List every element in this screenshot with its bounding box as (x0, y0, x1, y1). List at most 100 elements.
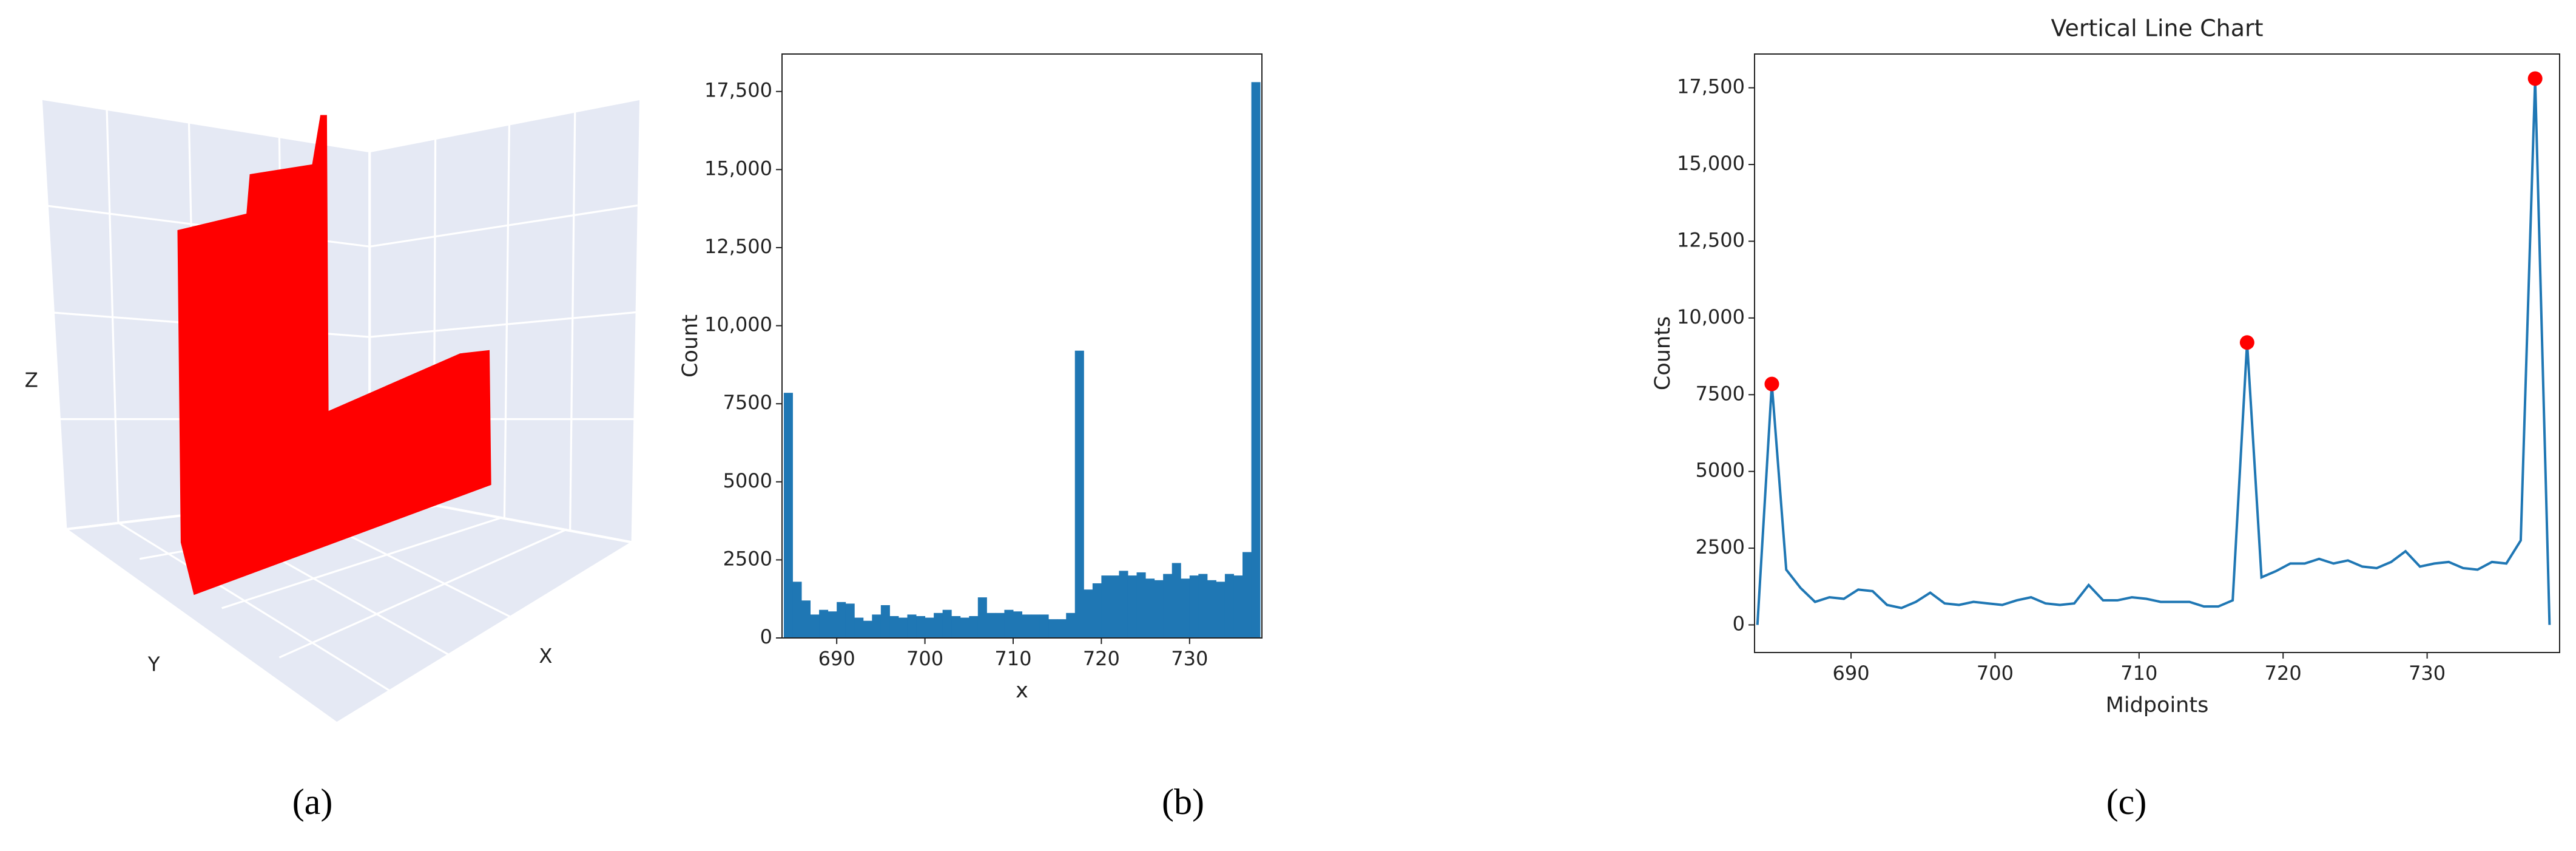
plot-frame (781, 53, 1263, 639)
bar (845, 603, 855, 638)
bar (792, 581, 802, 638)
x-tick-label: 710 (2120, 662, 2157, 685)
bar (907, 614, 917, 638)
bar (837, 602, 846, 638)
bar (1074, 350, 1084, 638)
bar (1119, 571, 1128, 638)
bar (1057, 619, 1067, 638)
bar (942, 609, 952, 638)
bar (916, 615, 926, 638)
y-tick-label: 12,500 (704, 235, 772, 258)
caption: (c) (2106, 782, 2147, 822)
bar (872, 614, 882, 638)
bar (810, 614, 820, 638)
bar (783, 393, 793, 638)
bar (898, 617, 908, 638)
x-tick-label: 690 (818, 647, 855, 670)
bar (1048, 619, 1058, 638)
bar (1066, 612, 1076, 638)
x-tick-label: 720 (2265, 662, 2302, 685)
x-axis-label: x (1016, 679, 1028, 703)
bar (1127, 575, 1138, 638)
bar (1031, 614, 1040, 638)
y-tick-label: 0 (1733, 612, 1745, 635)
y-tick-label: 15,000 (1677, 152, 1745, 175)
x-tick-label: 700 (906, 647, 943, 670)
bar (1216, 581, 1226, 638)
y-tick-label: 10,000 (1677, 305, 1745, 328)
bar (1039, 614, 1049, 638)
bar (801, 600, 811, 638)
bar (934, 612, 943, 638)
y-tick-label: 7500 (723, 391, 772, 414)
bar (995, 612, 1005, 638)
bar (889, 615, 899, 638)
bar (1101, 575, 1111, 638)
y-axis-label: Counts (1651, 316, 1675, 390)
panel-3d: Z Y X (25, 97, 642, 725)
peak-marker (2239, 335, 2254, 350)
bar (1181, 578, 1190, 638)
peak-marker (2527, 71, 2543, 86)
y-tick-label: 17,500 (704, 79, 772, 102)
peak-marker (1764, 376, 1779, 392)
bar (925, 617, 934, 638)
line (1756, 78, 2551, 625)
y-tick-label: 10,000 (704, 313, 772, 336)
bar (1110, 575, 1119, 638)
bar (960, 617, 969, 638)
y-tick-label: 7500 (1696, 382, 1745, 405)
bar (819, 609, 829, 638)
bar (1154, 580, 1164, 638)
point-cloud (177, 115, 491, 595)
chart-title: Vertical Line Chart (2051, 15, 2263, 42)
y-tick-label: 2500 (1696, 535, 1745, 558)
bar (986, 612, 996, 638)
x-tick-label: 720 (1083, 647, 1120, 670)
x-axis-label: Midpoints (2106, 693, 2209, 717)
bar (1198, 574, 1208, 638)
bar (1013, 611, 1022, 638)
bar (1084, 589, 1093, 638)
bar (1022, 614, 1031, 638)
bar (969, 615, 979, 638)
y-tick-label: 15,000 (704, 157, 772, 180)
z-axis-label: Z (25, 368, 38, 392)
caption: (a) (292, 782, 333, 822)
x-tick-label: 730 (1171, 647, 1208, 670)
bar (828, 611, 837, 638)
bar (977, 597, 987, 638)
x-tick-label: 690 (1833, 662, 1870, 685)
bar (1163, 574, 1173, 638)
plot-frame (1754, 53, 2560, 653)
y-axis-label: Count (678, 314, 703, 378)
x-tick-label: 700 (1977, 662, 2014, 685)
bar (1242, 552, 1252, 638)
bar (1189, 575, 1199, 638)
bar (1092, 583, 1102, 638)
caption: (b) (1162, 782, 1204, 822)
y-tick-label: 17,500 (1677, 75, 1745, 98)
y-tick-label: 2500 (723, 547, 772, 570)
y-tick-label: 5000 (1696, 459, 1745, 482)
bar (951, 615, 961, 638)
y-tick-label: 5000 (723, 469, 772, 492)
bar (1172, 563, 1181, 638)
bar (1004, 609, 1014, 638)
x-tick-label: 710 (994, 647, 1031, 670)
bar (1207, 580, 1216, 638)
y-tick-label: 12,500 (1677, 228, 1745, 251)
y-axis-label: Y (147, 653, 160, 676)
bar (1145, 578, 1155, 638)
bar (863, 620, 872, 638)
x-axis-label: X (539, 645, 552, 668)
bar (880, 605, 890, 638)
x-tick-label: 730 (2409, 662, 2446, 685)
y-tick-label: 0 (760, 625, 772, 648)
bar (854, 617, 864, 638)
bar (1251, 82, 1261, 639)
bar (1136, 572, 1146, 638)
bar (1233, 575, 1243, 638)
bar (1224, 574, 1234, 638)
